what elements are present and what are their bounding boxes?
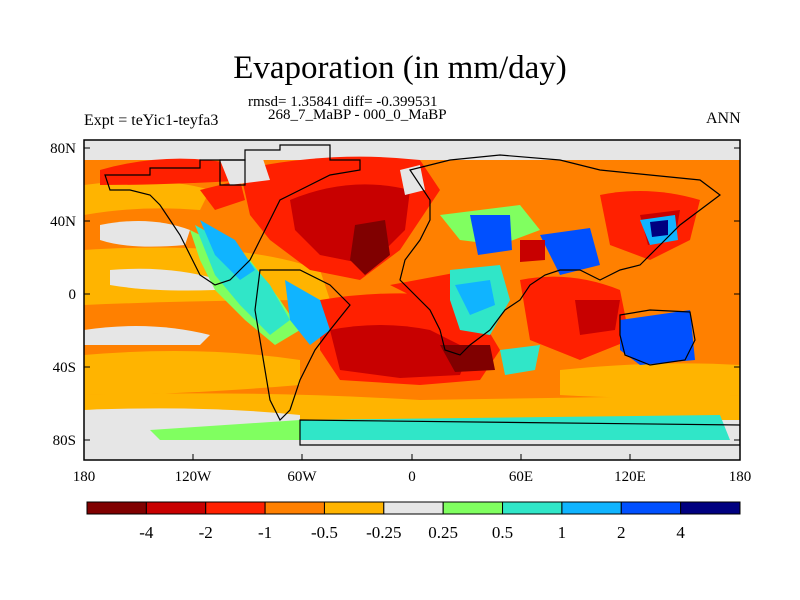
colorbar-label: -1 [258,523,272,542]
x-tick-label: 180 [73,469,96,485]
colorbar-swatch [264,501,325,515]
colorbar-label: -0.25 [366,523,401,542]
colorbar-swatch [205,501,266,515]
colorbar-swatch [323,501,385,515]
stats-subtitle: rmsd= 1.35841 diff= -0.399531 [248,94,438,110]
x-tick-label: 120W [175,469,213,485]
colorbar-label: -4 [139,523,154,542]
colorbar-swatch [620,501,682,515]
colorbar-swatch [442,501,504,515]
coastlines [104,144,740,446]
colorbar-label: 0.25 [428,523,458,542]
plot-title: Evaporation (in mm/day) [233,50,567,86]
x-tick-label: 0 [408,469,416,485]
x-tick-label: 180 [729,469,752,485]
y-tick-label: 80N [50,141,76,157]
y-tick-label: 80S [53,433,76,449]
colorbar: -4 -2 -1 -0.5 -0.25 0.25 0.5 1 2 4 [86,501,741,542]
colorbar-label: 0.5 [492,523,513,542]
colorbar-label: -0.5 [311,523,338,542]
experiment-label: Expt = teYic1-teyfa3 [84,112,219,129]
map-field [84,140,740,460]
season-label: ANN [706,110,741,127]
x-tick-label: 60W [287,469,317,485]
colorbar-swatch [502,501,563,515]
y-tick-label: 40S [53,360,76,376]
y-tick-label: 0 [69,287,77,303]
y-axis: 80N 40N 0 40S 80S [50,141,740,449]
colorbar-label: 2 [617,523,626,542]
colorbar-swatch [680,501,741,515]
colorbar-label: -2 [199,523,213,542]
x-tick-label: 120E [614,469,646,485]
y-tick-label: 40N [50,214,76,230]
colorbar-label: 4 [676,523,685,542]
x-axis: 180 120W 60W 0 60E 120E 180 [73,454,752,485]
colorbar-label: 1 [558,523,567,542]
colorbar-swatch [383,501,444,515]
colorbar-swatch [145,501,207,515]
experiment-subtitle: 268_7_MaBP - 000_0_MaBP [268,107,447,123]
colorbar-swatch [561,501,622,515]
x-tick-label: 60E [509,469,533,485]
colorbar-swatch [86,501,147,515]
